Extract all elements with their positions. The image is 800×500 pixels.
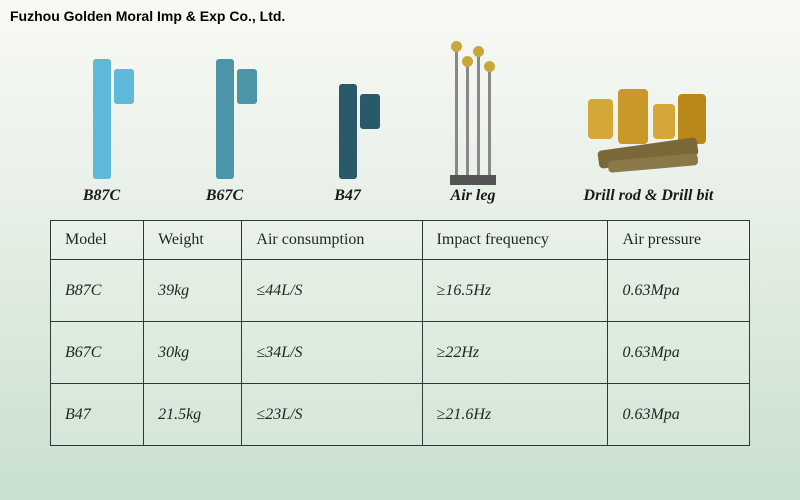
product-b67c: B67C xyxy=(205,29,245,205)
cell-air-consumption: ≤23L/S xyxy=(242,384,422,446)
cell-air-pressure: 0.63Mpa xyxy=(608,384,750,446)
cell-model: B47 xyxy=(51,384,144,446)
product-label-drillbit: Drill rod & Drill bit xyxy=(584,187,714,205)
product-drillbit: Drill rod & Drill bit xyxy=(578,29,718,205)
products-row: B87C B67C B47 Air leg xyxy=(0,0,800,210)
header-impact-frequency: Impact frequency xyxy=(422,221,608,260)
product-label-b67c: B67C xyxy=(206,187,243,205)
specs-table: Model Weight Air consumption Impact freq… xyxy=(50,220,750,446)
product-image-b87c xyxy=(82,29,122,179)
product-image-b47 xyxy=(328,29,368,179)
table-row: B67C 30kg ≤34L/S ≥22Hz 0.63Mpa xyxy=(51,322,750,384)
header-air-pressure: Air pressure xyxy=(608,221,750,260)
table-row: B47 21.5kg ≤23L/S ≥21.6Hz 0.63Mpa xyxy=(51,384,750,446)
header-model: Model xyxy=(51,221,144,260)
product-b47: B47 xyxy=(328,29,368,205)
header-weight: Weight xyxy=(144,221,242,260)
product-label-b47: B47 xyxy=(334,187,361,205)
cell-air-pressure: 0.63Mpa xyxy=(608,260,750,322)
cell-model: B87C xyxy=(51,260,144,322)
product-label-b87c: B87C xyxy=(83,187,120,205)
header-air-consumption: Air consumption xyxy=(242,221,422,260)
product-image-b67c xyxy=(205,29,245,179)
cell-impact-frequency: ≥22Hz xyxy=(422,322,608,384)
cell-weight: 39kg xyxy=(144,260,242,322)
product-image-airleg xyxy=(455,29,491,179)
cell-air-consumption: ≤34L/S xyxy=(242,322,422,384)
cell-weight: 21.5kg xyxy=(144,384,242,446)
cell-air-pressure: 0.63Mpa xyxy=(608,322,750,384)
product-label-airleg: Air leg xyxy=(451,187,496,205)
product-image-drillbit xyxy=(578,29,718,179)
company-watermark: Fuzhou Golden Moral Imp & Exp Co., Ltd. xyxy=(10,8,285,24)
cell-impact-frequency: ≥21.6Hz xyxy=(422,384,608,446)
product-b87c: B87C xyxy=(82,29,122,205)
table-header-row: Model Weight Air consumption Impact freq… xyxy=(51,221,750,260)
cell-model: B67C xyxy=(51,322,144,384)
cell-weight: 30kg xyxy=(144,322,242,384)
product-airleg: Air leg xyxy=(451,29,496,205)
cell-impact-frequency: ≥16.5Hz xyxy=(422,260,608,322)
cell-air-consumption: ≤44L/S xyxy=(242,260,422,322)
table-row: B87C 39kg ≤44L/S ≥16.5Hz 0.63Mpa xyxy=(51,260,750,322)
